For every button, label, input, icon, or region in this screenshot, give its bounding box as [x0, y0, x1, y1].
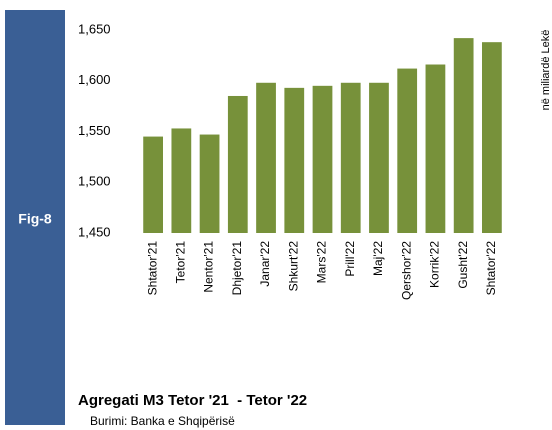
figure-label: Fig-8: [18, 211, 52, 227]
bar: [256, 82, 276, 233]
x-tick-label: Shkurt'22: [286, 241, 300, 292]
y-axis-label: në miliardë Lekë: [540, 30, 552, 111]
bar: [284, 87, 305, 233]
x-tick-label: Shtator'22: [484, 241, 498, 296]
x-tick-label: Janar'22: [258, 241, 272, 287]
bar: [425, 64, 446, 233]
bar: [340, 82, 361, 233]
y-tick-label: 1,450: [78, 224, 111, 239]
chart-title: Agregati M3 Tetor '21 - Tetor '22: [78, 392, 307, 409]
bar: [312, 85, 333, 233]
sidebar: [5, 10, 65, 425]
x-tick-label: Nentor'21: [202, 241, 216, 293]
bar: [171, 128, 192, 233]
bar: [369, 82, 389, 233]
y-tick-label: 1,500: [78, 174, 111, 189]
x-tick-label: Mars'22: [315, 241, 329, 284]
x-tick-label: Shtator'21: [145, 241, 159, 296]
bar: [482, 42, 502, 234]
bar: [453, 38, 474, 234]
bar: [227, 95, 248, 233]
y-tick-label: 1,650: [78, 21, 111, 36]
bar: [199, 134, 220, 233]
x-tick-label: Tetor'21: [174, 241, 188, 284]
x-tick-label: Gusht'22: [456, 241, 470, 289]
source: Burimi: Banka e Shqipërisë: [90, 414, 235, 428]
y-tick-label: 1,550: [78, 123, 111, 138]
x-tick-label: Korrik'22: [428, 241, 442, 288]
x-tick-label: Dhjetor'21: [230, 241, 244, 296]
x-tick-label: Qershor'22: [399, 241, 413, 300]
x-tick-label: Prill'22: [343, 241, 357, 277]
bar: [397, 68, 418, 233]
bar: [143, 136, 163, 233]
x-tick-label: Maj'22: [371, 241, 385, 276]
y-tick-label: 1,600: [78, 72, 111, 87]
